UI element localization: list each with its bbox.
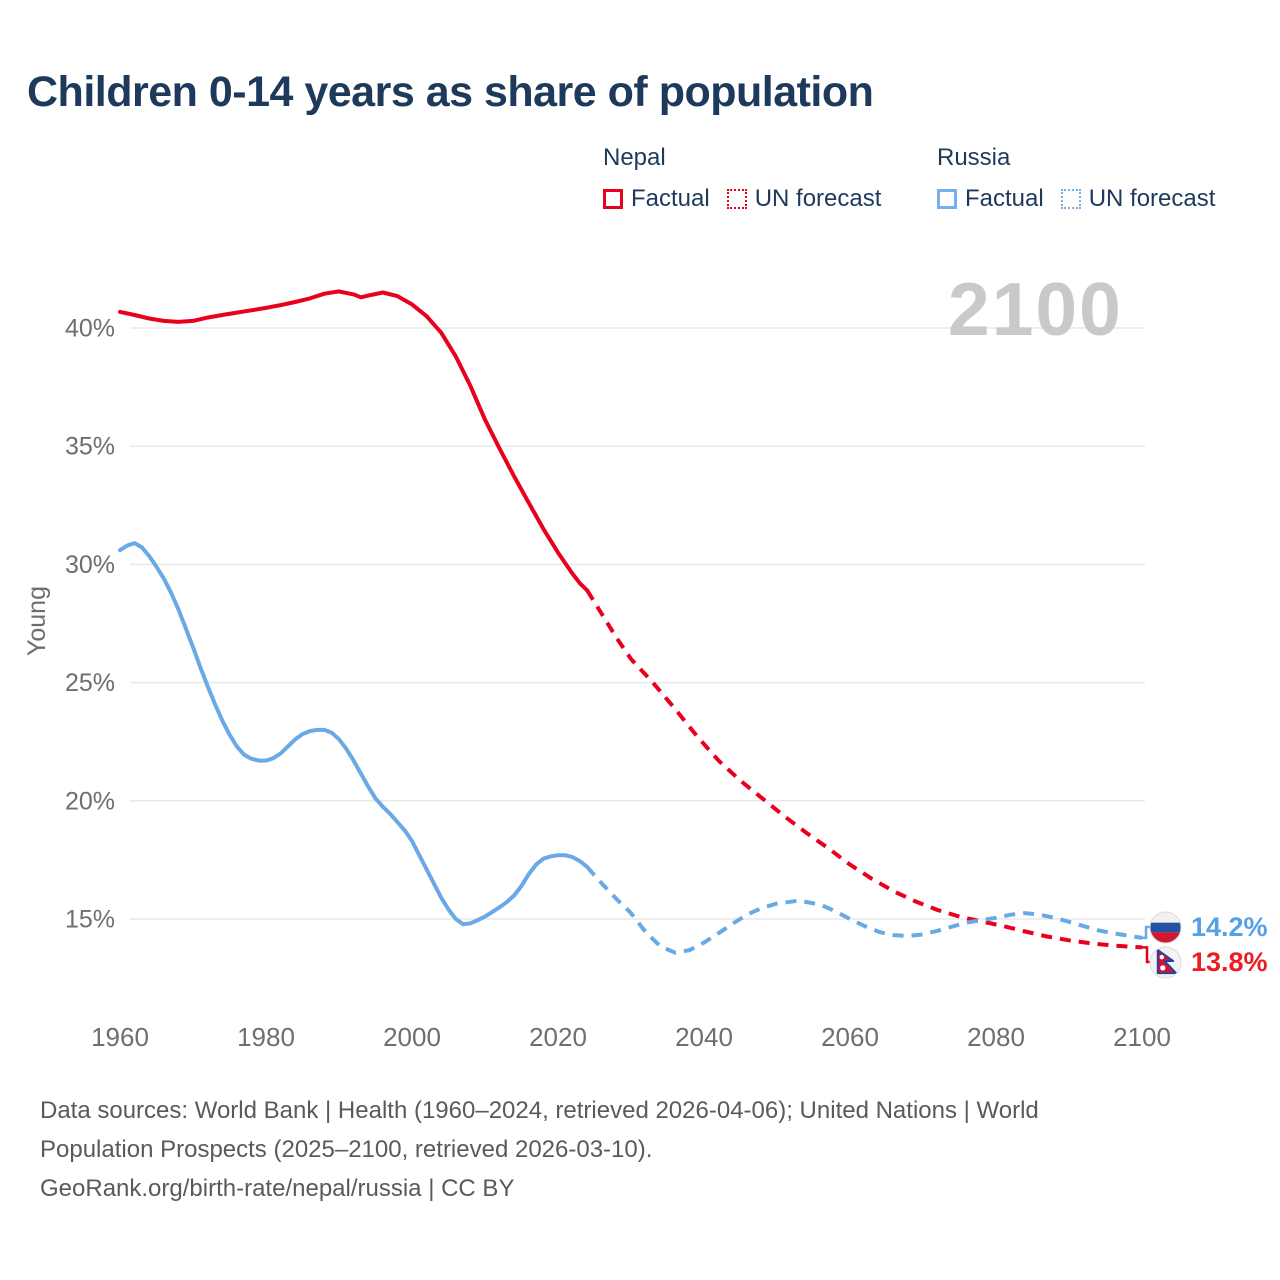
footer-line-3: GeoRank.org/birth-rate/nepal/russia | CC…: [40, 1175, 515, 1202]
y-tick-25%: 25%: [65, 669, 115, 697]
russia-label-connector: [1142, 925, 1152, 940]
legend-country-nepal: Nepal: [603, 144, 666, 171]
y-tick-35%: 35%: [65, 433, 115, 461]
nepal-factual-label: Factual: [631, 185, 710, 212]
x-tick-2060: 2060: [821, 1022, 879, 1052]
nepal-factual-line: [118, 289, 590, 593]
y-tick-30%: 30%: [65, 551, 115, 579]
footer-line-1: Data sources: World Bank | Health (1960–…: [40, 1097, 1039, 1124]
russia-factual-line: [118, 541, 590, 927]
y-tick-40%: 40%: [65, 315, 115, 343]
y-tick-15%: 15%: [65, 906, 115, 934]
nepal-end-value: 13.8%: [1191, 947, 1268, 977]
x-tick-2020: 2020: [529, 1022, 587, 1052]
russia-un-forecast-line: [585, 865, 1143, 955]
nepal-forecast-label: UN forecast: [754, 185, 882, 212]
x-tick-2040: 2040: [675, 1022, 733, 1052]
x-tick-1960: 1960: [91, 1022, 149, 1052]
nepal-un-forecast-line: [585, 589, 1143, 950]
nepal-factual-swatch-icon: [603, 189, 623, 209]
x-tick-2080: 2080: [967, 1022, 1025, 1052]
nepal-flag-icon: [1149, 946, 1182, 979]
nepal-end-label: 13.8%: [1149, 946, 1268, 979]
legend-row-nepal: Factual UN forecast: [603, 185, 898, 213]
nepal-forecast-swatch-icon: [726, 189, 747, 209]
x-tick-2100: 2100: [1113, 1022, 1171, 1052]
russia-end-label: 14.2%: [1149, 911, 1268, 944]
russia-forecast-swatch-icon: [1060, 189, 1081, 209]
legend-country-russia: Russia: [937, 144, 1011, 171]
y-tick-20%: 20%: [65, 787, 115, 815]
russia-flag-icon: [1149, 911, 1182, 944]
russia-end-value: 14.2%: [1191, 912, 1268, 942]
page-title: Children 0-14 years as share of populati…: [27, 68, 874, 116]
legend-group-russia: Russia Factual UN forecast: [937, 144, 1232, 213]
russia-factual-label: Factual: [965, 185, 1044, 212]
x-tick-2000: 2000: [383, 1022, 441, 1052]
x-tick-1980: 1980: [237, 1022, 295, 1052]
russia-factual-swatch-icon: [937, 189, 957, 209]
data-sources-note: Data sources: World Bank | Health (1960–…: [40, 1091, 1190, 1208]
y-axis-label: Young: [23, 586, 51, 656]
legend-group-nepal: Nepal Factual UN forecast: [603, 144, 898, 213]
legend-row-russia: Factual UN forecast: [937, 185, 1232, 213]
footer-line-2: Population Prospects (2025–2100, retriev…: [40, 1136, 653, 1163]
russia-forecast-label: UN forecast: [1088, 185, 1216, 212]
